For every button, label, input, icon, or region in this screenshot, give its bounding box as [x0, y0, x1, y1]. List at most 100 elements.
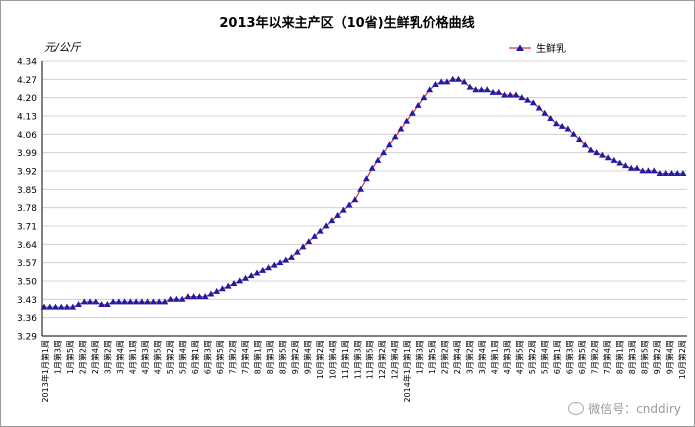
x-tick-label: 4月第1周: [127, 340, 137, 374]
x-tick-label: 11月第1周: [340, 340, 350, 379]
data-point: [357, 185, 365, 192]
data-point: [610, 156, 618, 163]
data-point: [432, 80, 439, 87]
x-tick-label: 11月第3周: [352, 340, 362, 379]
y-tick-label: 4.06: [17, 131, 37, 141]
y-tick-label: 4.27: [17, 76, 37, 86]
data-point: [426, 86, 434, 93]
x-tick-label: 9月第4周: [665, 340, 675, 374]
data-point: [86, 298, 94, 305]
data-point: [224, 282, 232, 289]
data-point: [420, 94, 428, 101]
x-tick-label: 4月第3周: [502, 340, 512, 374]
data-point: [305, 238, 313, 245]
data-point: [52, 303, 59, 310]
y-axis-unit-label: 元/公斤: [44, 41, 82, 54]
x-tick-label: 7月第4周: [602, 340, 612, 374]
data-point: [409, 109, 416, 116]
data-point: [639, 167, 647, 174]
data-point: [483, 86, 491, 93]
y-tick-label: 3.71: [17, 223, 37, 233]
data-point: [299, 243, 307, 250]
data-point: [449, 75, 457, 82]
data-point: [368, 164, 376, 171]
legend: 生鲜乳: [509, 42, 566, 55]
x-tick-label: 12月第2周: [377, 340, 387, 379]
x-tick-labels: 2013年1月第1周 1月第3周 1月第5周 2月第2周 2月第4周 3月第2周 3月第4周…: [40, 340, 687, 403]
y-tick-label: 3.78: [17, 204, 37, 214]
data-point: [679, 170, 687, 177]
data-point: [403, 117, 411, 124]
x-tick-label: 2月第4周: [452, 340, 462, 374]
x-tick-label: 9月第4周: [302, 340, 312, 374]
data-point: [178, 295, 186, 302]
data-point: [155, 298, 163, 305]
data-point: [535, 104, 543, 111]
data-point: [138, 298, 146, 305]
data-point: [242, 274, 249, 281]
data-point: [581, 141, 589, 148]
data-point: [599, 151, 606, 158]
data-point: [391, 133, 399, 140]
data-point: [345, 201, 353, 208]
data-point: [386, 141, 393, 148]
data-point: [524, 96, 531, 103]
data-point: [593, 149, 601, 156]
data-point: [443, 78, 451, 85]
x-tick-label: 2014年1月第1周: [402, 340, 412, 403]
data-point: [512, 91, 520, 98]
y-tick-label: 3.50: [17, 278, 37, 288]
x-tick-label: 2013年1月第1周: [40, 340, 50, 403]
data-point: [293, 248, 301, 255]
x-tick-label: 1月第5周: [65, 340, 75, 374]
data-point: [311, 232, 318, 239]
y-tick-label: 3.43: [17, 296, 37, 306]
x-tick-label: 5月第2周: [527, 340, 537, 374]
data-point: [144, 298, 152, 305]
x-tick-label: 3月第4周: [477, 340, 487, 374]
data-point: [518, 94, 526, 101]
data-point: [460, 78, 468, 85]
y-tick-label: 3.64: [17, 241, 37, 251]
data-point: [322, 222, 330, 229]
x-tick-label: 5月第4周: [540, 340, 550, 374]
data-point: [132, 298, 140, 305]
x-tick-label: 6月第5周: [215, 340, 225, 374]
grid-lines: [42, 60, 687, 337]
chart-title: 2013年以来主产区（10省)生鲜乳价格曲线: [219, 15, 474, 31]
x-tick-label: 6月第1周: [552, 340, 562, 374]
data-point: [397, 125, 405, 132]
x-tick-label: 1月第3周: [52, 340, 62, 374]
data-point: [190, 293, 198, 300]
y-tick-label: 3.85: [17, 186, 37, 196]
data-point: [69, 303, 77, 310]
data-point: [587, 146, 595, 153]
data-point: [374, 156, 382, 163]
x-tick-label: 4月第5周: [515, 340, 525, 374]
x-tick-label: 8月第1周: [615, 340, 625, 374]
data-point: [552, 120, 560, 127]
data-point: [80, 298, 88, 305]
data-point: [495, 88, 503, 95]
legend-label: 生鲜乳: [536, 42, 566, 55]
data-point: [259, 266, 267, 273]
x-tick-label: 6月第3周: [202, 340, 212, 374]
x-tick-label: 4月第3周: [140, 340, 150, 374]
data-point: [213, 287, 221, 294]
data-point: [230, 280, 238, 287]
data-point: [437, 78, 445, 85]
data-point: [247, 272, 255, 279]
x-tick-label: 10月第4周: [327, 340, 337, 379]
data-point: [627, 164, 635, 171]
y-tick-label: 3.29: [17, 333, 37, 343]
data-point: [196, 293, 203, 300]
data-point: [201, 293, 209, 300]
data-point: [173, 295, 180, 302]
y-tick-label: 3.99: [17, 149, 37, 159]
data-point: [219, 285, 226, 292]
data-point: [380, 149, 388, 156]
data-point: [455, 75, 462, 82]
data-point: [362, 175, 370, 182]
data-point: [184, 293, 192, 300]
data-point: [558, 122, 566, 129]
